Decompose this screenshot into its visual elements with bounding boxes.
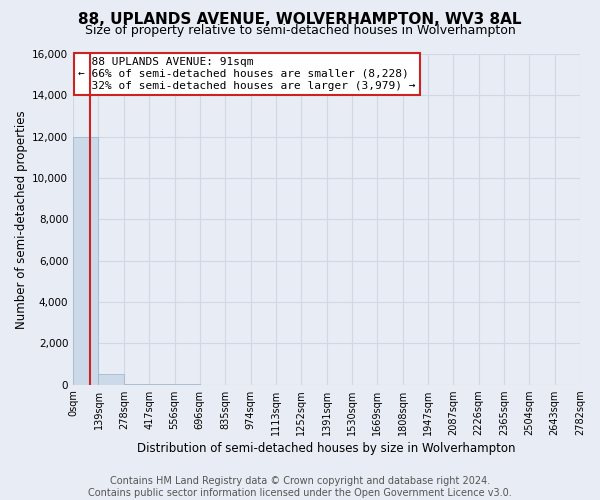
X-axis label: Distribution of semi-detached houses by size in Wolverhampton: Distribution of semi-detached houses by …	[137, 442, 516, 455]
Text: 88 UPLANDS AVENUE: 91sqm
← 66% of semi-detached houses are smaller (8,228)
  32%: 88 UPLANDS AVENUE: 91sqm ← 66% of semi-d…	[78, 58, 416, 90]
Text: 88, UPLANDS AVENUE, WOLVERHAMPTON, WV3 8AL: 88, UPLANDS AVENUE, WOLVERHAMPTON, WV3 8…	[78, 12, 522, 28]
Bar	[98, 374, 124, 384]
Y-axis label: Number of semi-detached properties: Number of semi-detached properties	[15, 110, 28, 328]
Bar	[73, 136, 98, 384]
Text: Contains HM Land Registry data © Crown copyright and database right 2024.
Contai: Contains HM Land Registry data © Crown c…	[88, 476, 512, 498]
Text: Size of property relative to semi-detached houses in Wolverhampton: Size of property relative to semi-detach…	[85, 24, 515, 37]
